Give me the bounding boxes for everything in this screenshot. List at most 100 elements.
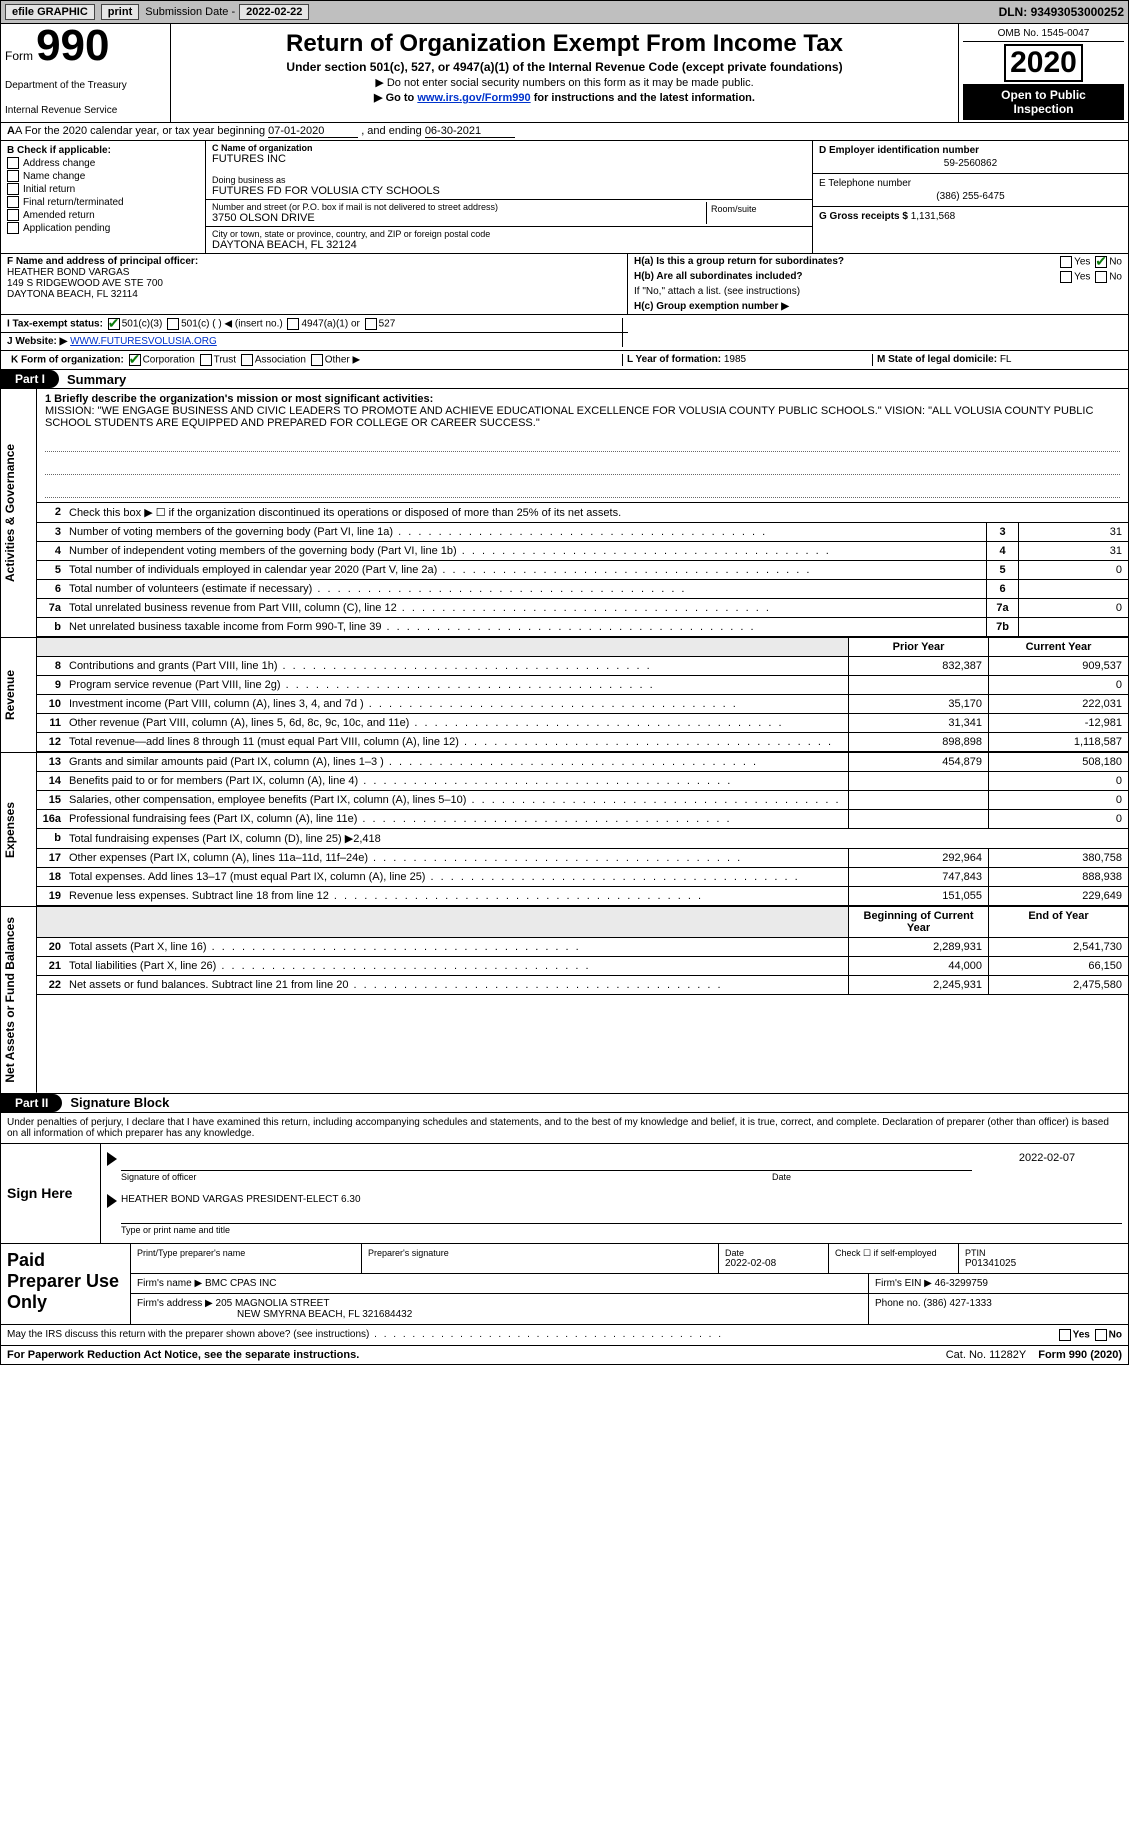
data-line: 19Revenue less expenses. Subtract line 1… [37,887,1128,906]
gross-receipts: 1,131,568 [911,211,956,222]
sig-date: 2022-02-07 [972,1152,1122,1182]
part-ii-tag: Part II [1,1094,62,1112]
tax-year: 2020 [1004,44,1083,82]
omb-number: OMB No. 1545-0047 [963,26,1124,42]
irs-link[interactable]: www.irs.gov/Form990 [417,92,530,104]
firm-ein: 46-3299759 [935,1278,988,1289]
gov-line: 4Number of independent voting members of… [37,542,1128,561]
open-to-public: Open to PublicInspection [963,84,1124,120]
cb-501c3[interactable] [108,318,120,330]
cb-corp[interactable] [129,354,141,366]
section-expenses: Expenses 13Grants and similar amounts pa… [0,753,1129,907]
footer-left: For Paperwork Reduction Act Notice, see … [1,1346,940,1364]
print-button[interactable]: print [101,4,139,20]
mayirs-no[interactable] [1095,1329,1107,1341]
part-i-header: Part I Summary [0,370,1129,389]
data-line: 15Salaries, other compensation, employee… [37,791,1128,810]
ein: 59-2560862 [819,158,1122,169]
phone: (386) 255-6475 [819,191,1122,202]
cb-527[interactable] [365,318,377,330]
vert-expenses: Expenses [1,753,37,906]
part-i-tag: Part I [1,370,59,388]
data-line: 11Other revenue (Part VIII, column (A), … [37,714,1128,733]
cb-trust[interactable] [200,354,212,366]
hb-yes[interactable] [1060,271,1072,283]
row-fh: F Name and address of principal officer:… [0,254,1129,315]
org-name: FUTURES INC [212,153,806,165]
year-header-row: Prior Year Current Year [37,638,1128,657]
officer-addr: 149 S RIDGEWOOD AVE STE 700 [7,278,621,289]
box-b: B Check if applicable: Address change Na… [1,141,206,253]
box-h: H(a) Is this a group return for subordin… [628,254,1128,314]
firm-name: BMC CPAS INC [205,1278,277,1289]
checkbox-amended[interactable] [7,209,19,221]
dept-irs: Internal Revenue Service [5,105,166,116]
state-domicile: FL [1000,354,1012,365]
data-line: 17Other expenses (Part IX, column (A), l… [37,849,1128,868]
data-line: 14Benefits paid to or for members (Part … [37,772,1128,791]
form-header: Form 990 Department of the Treasury Inte… [0,24,1129,123]
firm-addr1: 205 MAGNOLIA STREET [216,1298,330,1309]
checkbox-initial-return[interactable] [7,183,19,195]
mayirs-yes[interactable] [1059,1329,1071,1341]
officer-name: HEATHER BOND VARGAS [7,267,621,278]
cb-501c[interactable] [167,318,179,330]
ha-no[interactable] [1095,256,1107,268]
data-line: 10Investment income (Part VIII, column (… [37,695,1128,714]
period-end: 06-30-2021 [425,125,515,138]
period-begin: 07-01-2020 [268,125,358,138]
form-number: 990 [36,21,109,70]
officer-city: DAYTONA BEACH, FL 32114 [7,289,621,300]
checkbox-address-change[interactable] [7,157,19,169]
page-footer: For Paperwork Reduction Act Notice, see … [0,1346,1129,1365]
section-netassets: Net Assets or Fund Balances Beginning of… [0,907,1129,1094]
part-i-title: Summary [67,372,126,387]
checkbox-name-change[interactable] [7,170,19,182]
preparer-section: Paid Preparer Use Only Print/Type prepar… [1,1243,1128,1324]
data-line: 18Total expenses. Add lines 13–17 (must … [37,868,1128,887]
paid-preparer-label: Paid Preparer Use Only [1,1244,131,1324]
data-line: bTotal fundraising expenses (Part IX, co… [37,829,1128,849]
street-address: 3750 OLSON DRIVE [212,212,706,224]
row-kl: K Form of organization: Corporation Trus… [0,351,1129,370]
may-irs-text: May the IRS discuss this return with the… [7,1329,1057,1341]
hb-no[interactable] [1095,271,1107,283]
footer-mid: Cat. No. 11282Y [940,1346,1033,1364]
footer-right: Form 990 (2020) [1032,1346,1128,1364]
ha-yes[interactable] [1060,256,1072,268]
cb-assoc[interactable] [241,354,253,366]
sig-disclaimer: Under penalties of perjury, I declare th… [1,1113,1128,1144]
net-header-row: Beginning of Current Year End of Year [37,907,1128,938]
firm-addr2: NEW SMYRNA BEACH, FL 321684432 [237,1309,412,1320]
sig-pointer-icon-2 [107,1194,117,1208]
vert-netassets: Net Assets or Fund Balances [1,907,37,1093]
prep-phone: (386) 427-1333 [923,1298,991,1309]
box-c: C Name of organization FUTURES INC Doing… [206,141,813,253]
checkbox-application-pending[interactable] [7,222,19,234]
city-address: DAYTONA BEACH, FL 32124 [212,239,806,251]
data-line: 13Grants and similar amounts paid (Part … [37,753,1128,772]
cb-4947[interactable] [287,318,299,330]
signature-section: Under penalties of perjury, I declare th… [0,1113,1129,1346]
data-line: 8Contributions and grants (Part VIII, li… [37,657,1128,676]
website-link[interactable]: WWW.FUTURESVOLUSIA.ORG [70,336,217,347]
cb-other[interactable] [311,354,323,366]
mission-text: MISSION: "WE ENGAGE BUSINESS AND CIVIC L… [45,405,1120,429]
dln-label: DLN: 93493053000252 [999,5,1124,19]
data-line: 21Total liabilities (Part X, line 26)44,… [37,957,1128,976]
efile-button[interactable]: efile GRAPHIC [5,4,95,20]
box-f: F Name and address of principal officer:… [1,254,628,314]
form-ssn-note: ▶ Do not enter social security numbers o… [175,76,954,89]
dba-name: FUTURES FD FOR VOLUSIA CTY SCHOOLS [212,185,806,197]
topbar: efile GRAPHIC print Submission Date - 20… [0,0,1129,24]
data-line: 9Program service revenue (Part VIII, lin… [37,676,1128,695]
dept-treasury: Department of the Treasury [5,80,166,91]
gov-line: 3Number of voting members of the governi… [37,523,1128,542]
section-governance: Activities & Governance 1 Briefly descri… [0,389,1129,638]
vert-revenue: Revenue [1,638,37,752]
gov-line: bNet unrelated business taxable income f… [37,618,1128,637]
data-line: 16aProfessional fundraising fees (Part I… [37,810,1128,829]
typed-name: HEATHER BOND VARGAS PRESIDENT-ELECT 6.30 [121,1194,1122,1205]
checkbox-final-return[interactable] [7,196,19,208]
submission-date: 2022-02-22 [239,4,309,20]
